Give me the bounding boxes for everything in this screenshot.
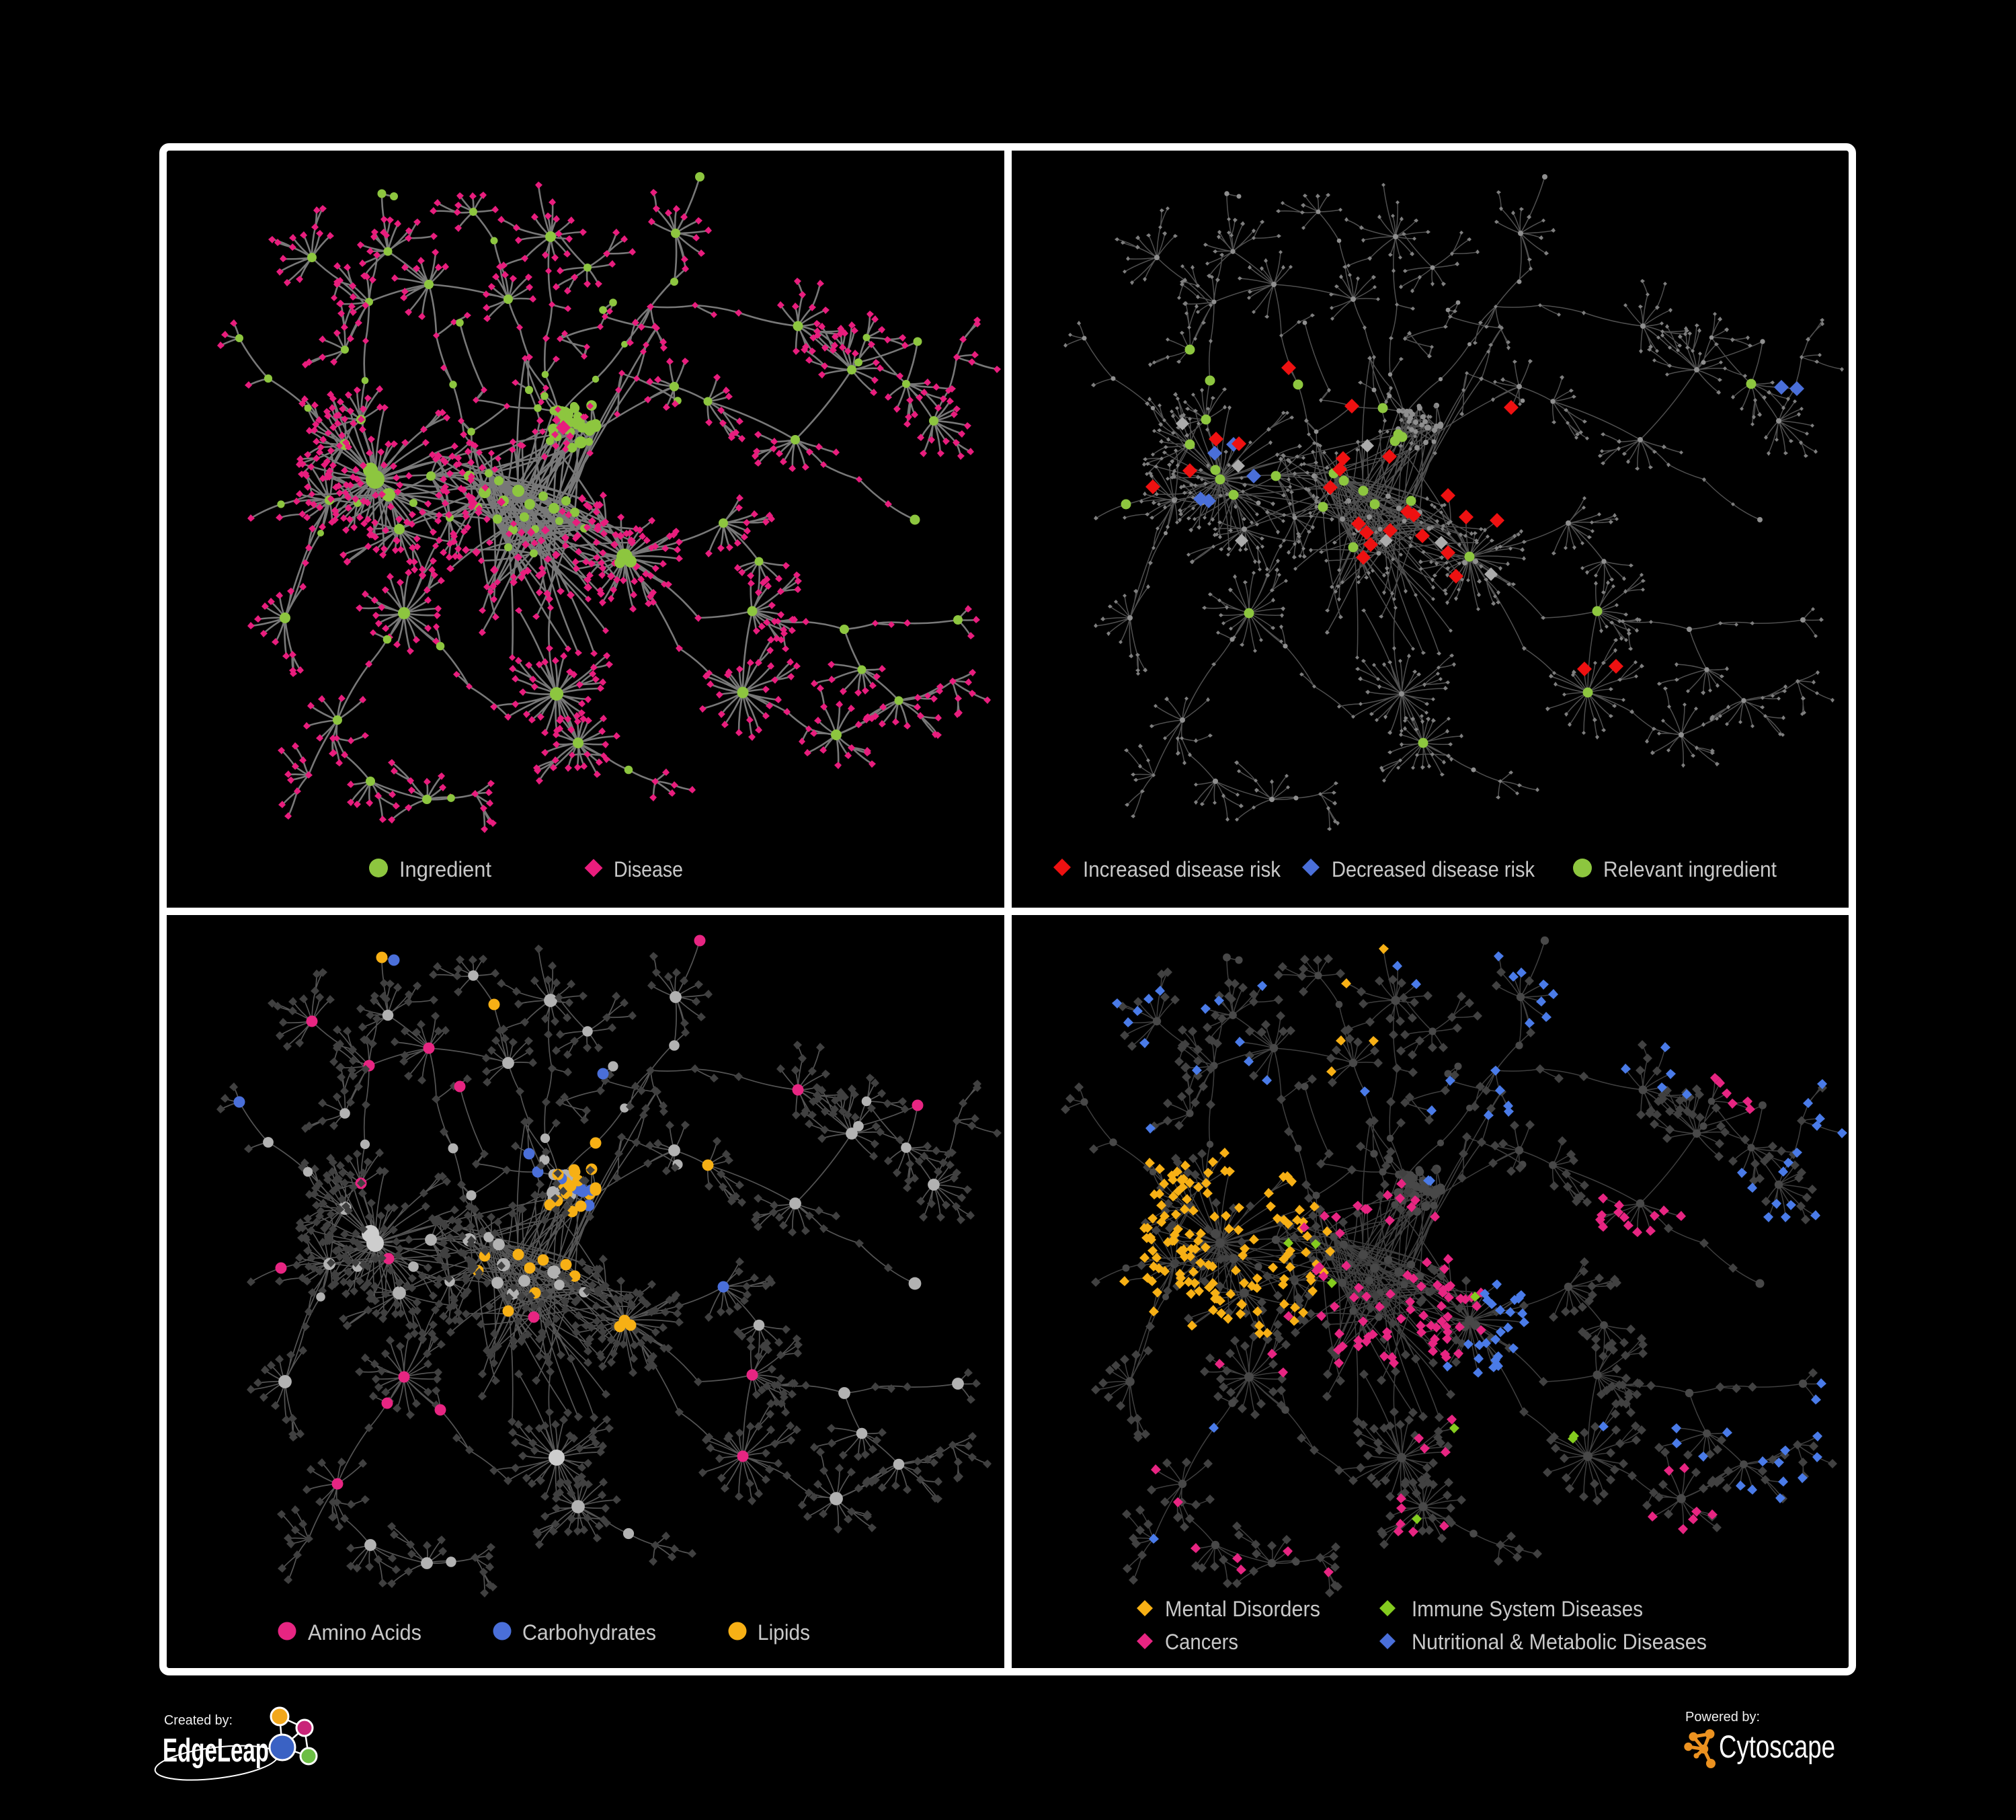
svg-text:Decreased disease risk: Decreased disease risk xyxy=(1332,857,1535,881)
svg-text:Carbohydrates: Carbohydrates xyxy=(522,1620,656,1645)
svg-text:Nutritional & Metabolic Diseas: Nutritional & Metabolic Diseases xyxy=(1412,1630,1707,1654)
svg-text:Cancers: Cancers xyxy=(1165,1630,1238,1654)
svg-text:EdgeLeap: EdgeLeap xyxy=(163,1733,269,1769)
svg-text:Created by:: Created by: xyxy=(164,1713,233,1728)
svg-text:Cytoscape: Cytoscape xyxy=(1719,1729,1835,1764)
svg-text:Relevant ingredient: Relevant ingredient xyxy=(1603,857,1777,881)
svg-text:Increased disease risk: Increased disease risk xyxy=(1083,857,1281,881)
svg-text:Powered by:: Powered by: xyxy=(1685,1710,1760,1725)
svg-text:Ingredient: Ingredient xyxy=(399,857,491,881)
svg-text:Immune System Diseases: Immune System Diseases xyxy=(1412,1597,1643,1621)
svg-text:Mental Disorders: Mental Disorders xyxy=(1165,1597,1320,1621)
svg-text:Lipids: Lipids xyxy=(758,1620,810,1645)
svg-text:Amino Acids: Amino Acids xyxy=(308,1620,421,1645)
svg-text:Disease: Disease xyxy=(614,857,683,881)
